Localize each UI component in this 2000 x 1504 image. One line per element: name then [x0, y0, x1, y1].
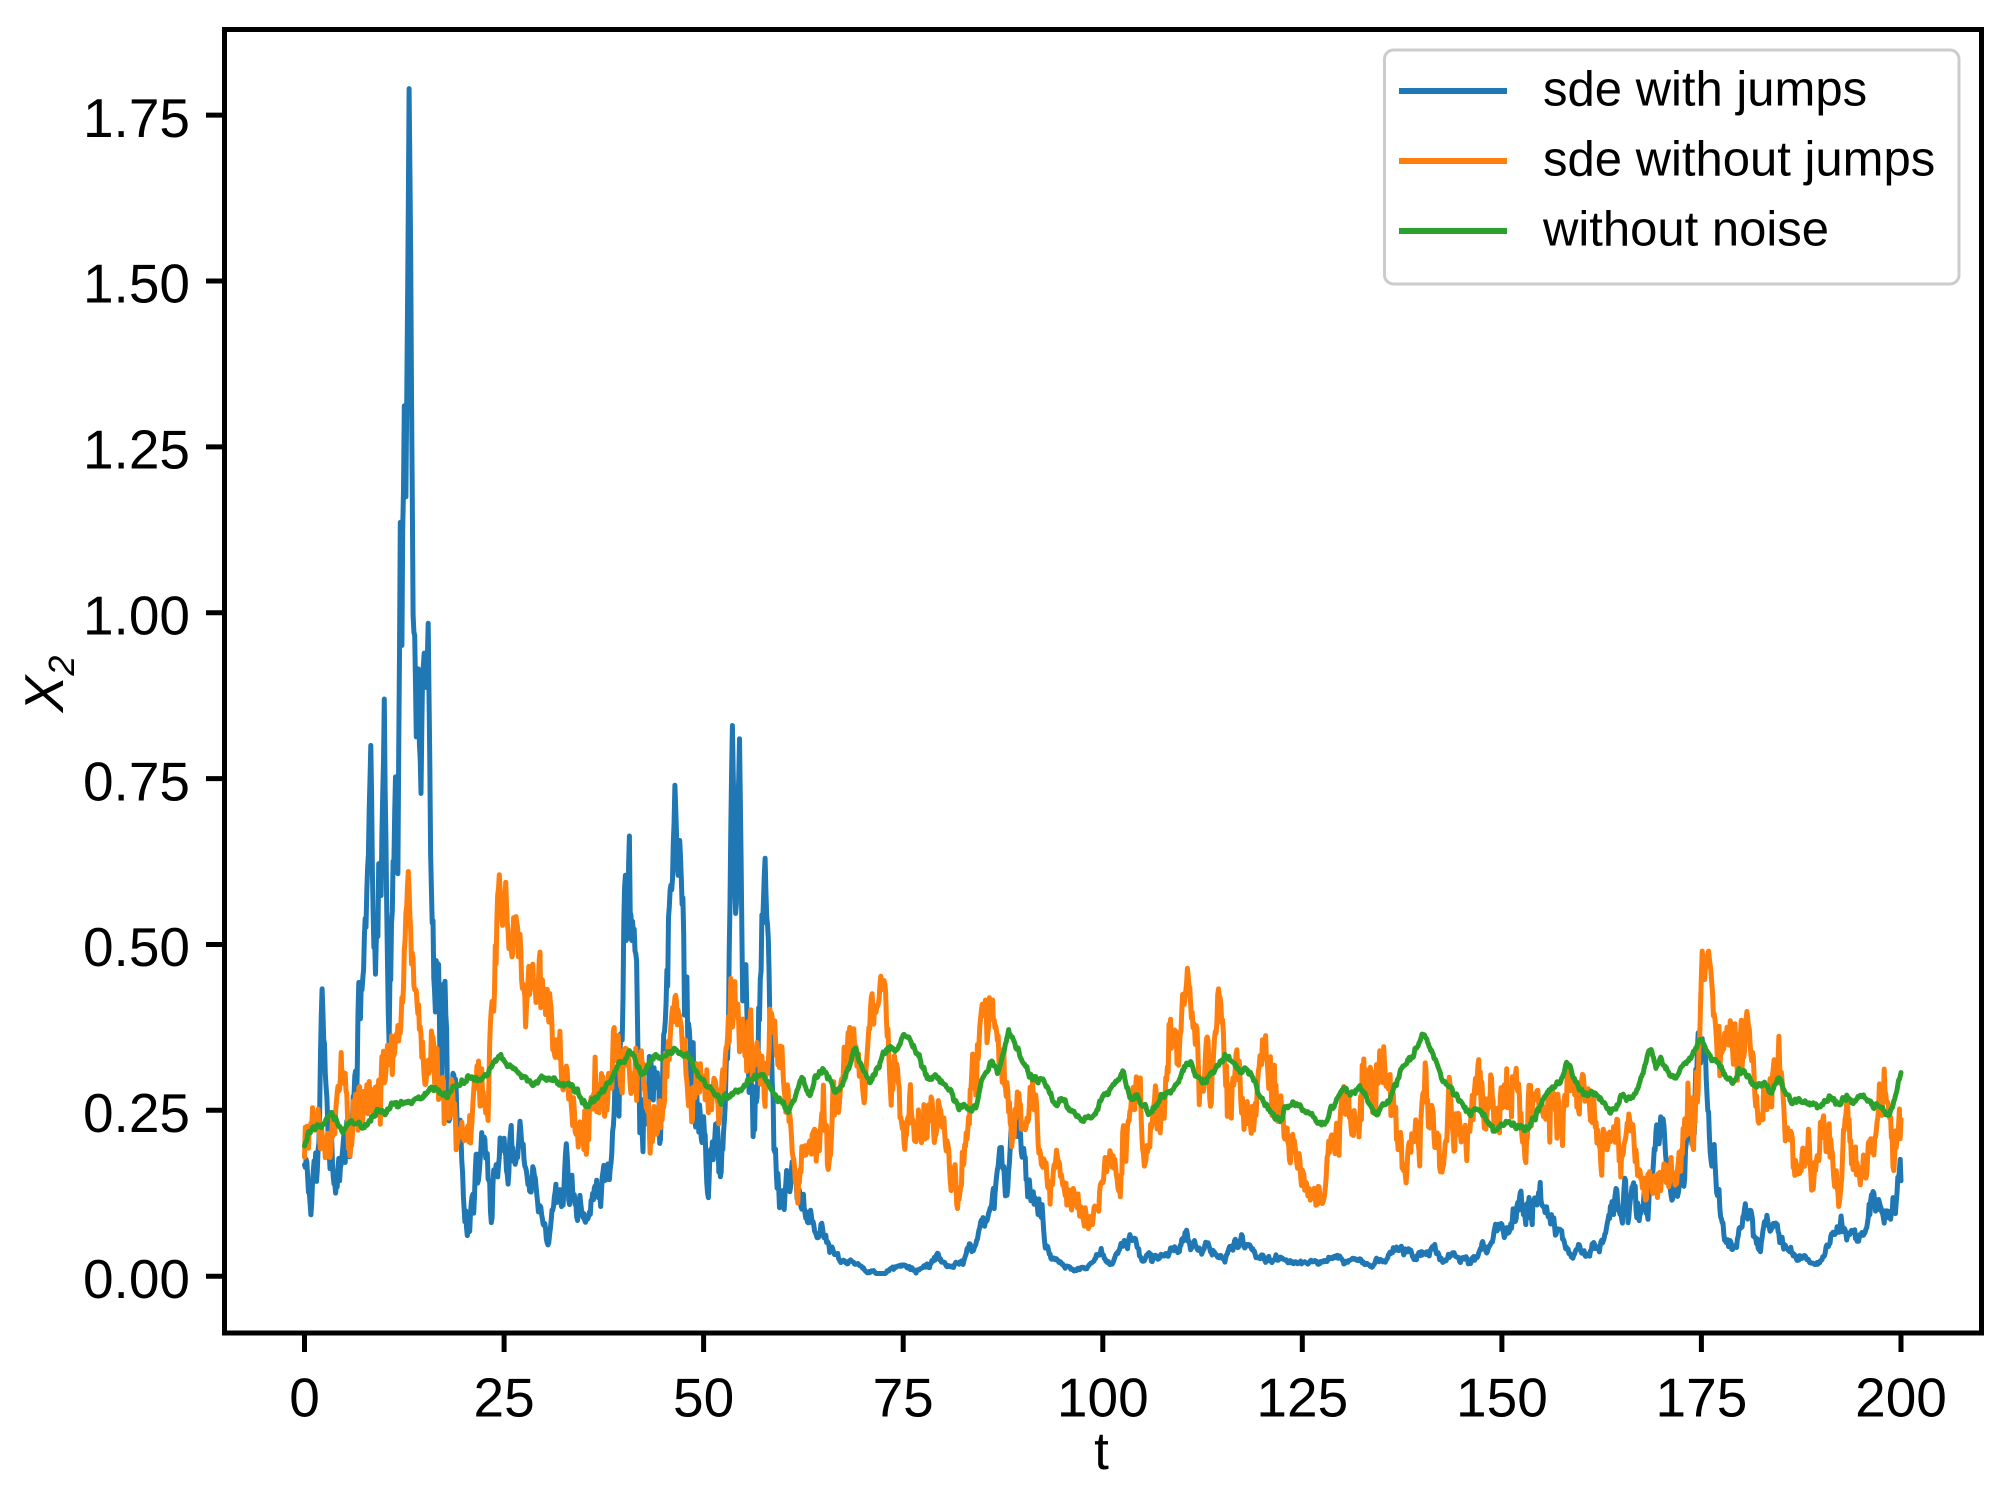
svg-text:50: 50	[673, 1367, 734, 1429]
svg-text:1.75: 1.75	[83, 87, 190, 149]
svg-text:0.25: 0.25	[83, 1082, 190, 1144]
svg-text:75: 75	[873, 1367, 934, 1429]
svg-text:sde with jumps: sde with jumps	[1543, 63, 1867, 117]
svg-text:175: 175	[1656, 1367, 1748, 1429]
svg-text:without noise: without noise	[1542, 203, 1829, 257]
svg-text:0.00: 0.00	[83, 1248, 190, 1310]
svg-text:200: 200	[1855, 1367, 1947, 1429]
svg-text:150: 150	[1456, 1367, 1548, 1429]
svg-text:25: 25	[474, 1367, 535, 1429]
svg-text:1.00: 1.00	[83, 584, 190, 646]
svg-text:125: 125	[1256, 1367, 1348, 1429]
svg-text:0.75: 0.75	[83, 750, 190, 812]
svg-text:sde without jumps: sde without jumps	[1543, 133, 1935, 187]
svg-text:0.50: 0.50	[83, 916, 190, 978]
svg-text:1.50: 1.50	[83, 253, 190, 315]
svg-text:100: 100	[1057, 1367, 1149, 1429]
svg-text:t: t	[1094, 1422, 1109, 1481]
svg-text:1.25: 1.25	[83, 419, 190, 481]
svg-text:0: 0	[289, 1367, 320, 1429]
